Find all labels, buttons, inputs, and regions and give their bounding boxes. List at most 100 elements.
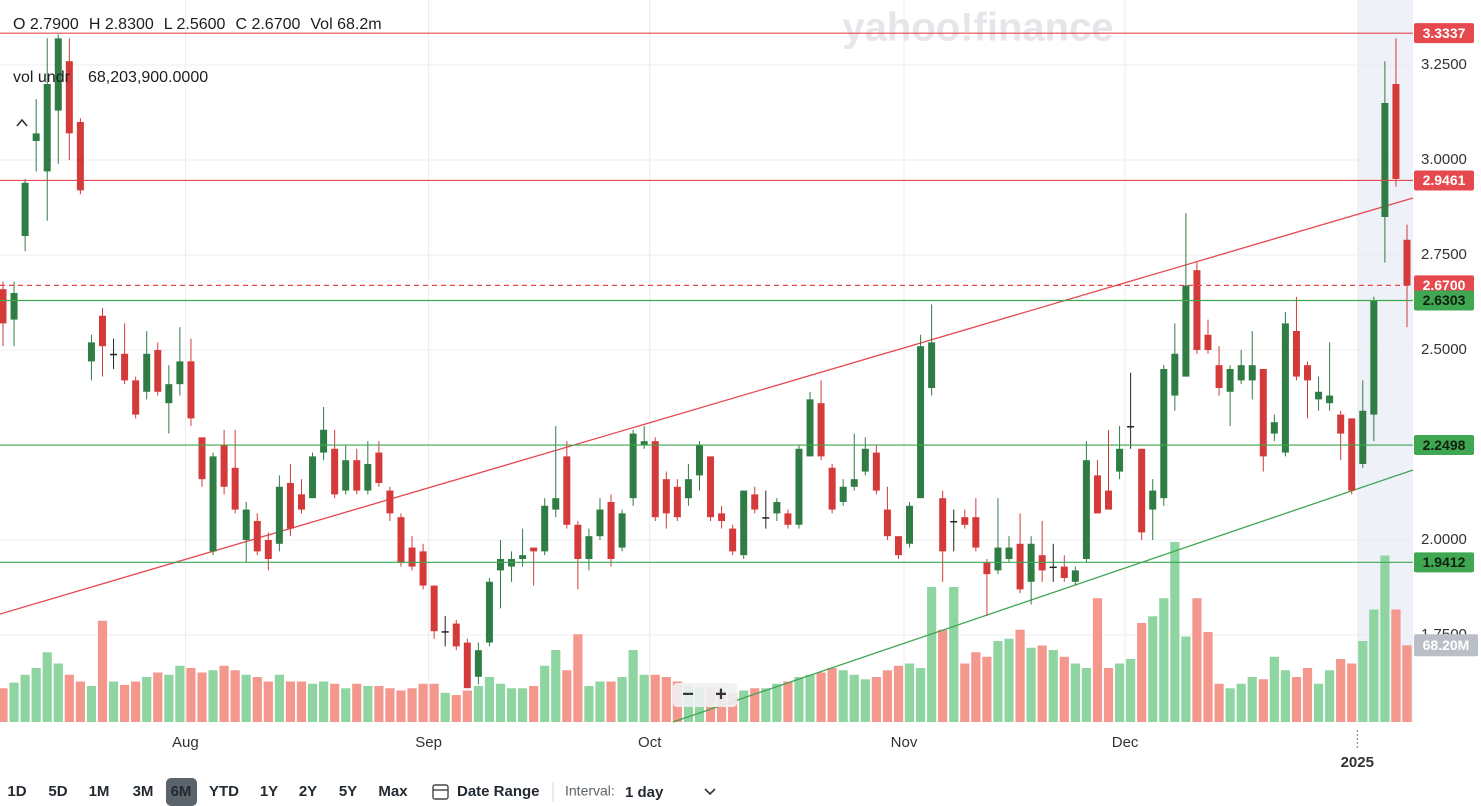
candle xyxy=(817,380,825,461)
candle-body xyxy=(828,467,836,510)
volume-bar xyxy=(1026,647,1036,722)
candle xyxy=(209,452,217,556)
volume-bar xyxy=(341,688,351,722)
candle-body xyxy=(972,517,980,548)
candle xyxy=(1105,429,1113,510)
volume-bar xyxy=(97,620,108,722)
volume-bar xyxy=(219,665,229,722)
candle xyxy=(1082,441,1090,563)
range-button[interactable]: YTD xyxy=(209,783,239,800)
interval-value[interactable]: 1 day xyxy=(625,784,664,801)
level-badge xyxy=(1414,290,1474,311)
candle-body xyxy=(375,452,383,483)
candle xyxy=(87,334,95,381)
candle xyxy=(1171,323,1179,411)
volume-bar xyxy=(484,677,495,722)
candle xyxy=(574,520,582,590)
candle-body xyxy=(872,452,880,491)
collapse-icon[interactable] xyxy=(16,118,28,127)
candle xyxy=(917,334,925,499)
candle xyxy=(585,528,593,571)
volume-badge xyxy=(1414,634,1478,657)
volume-bar xyxy=(1391,609,1401,722)
candle xyxy=(939,490,947,582)
candle-body xyxy=(1182,285,1190,377)
candle-body xyxy=(364,463,372,491)
volume-bar xyxy=(263,681,273,722)
ohlc-field: H 2.8300 xyxy=(89,16,154,33)
range-button[interactable]: 5Y xyxy=(339,783,357,800)
interval-chevron[interactable] xyxy=(704,788,716,796)
candle xyxy=(519,528,527,567)
volume-label: vol undr xyxy=(13,69,71,86)
level-badge xyxy=(1414,552,1474,573)
range-button[interactable]: 1D xyxy=(7,783,26,800)
level-label: 2.6303 xyxy=(1423,292,1466,308)
ohlc-field: C 2.6700 xyxy=(235,16,300,33)
volume-bar xyxy=(1004,638,1014,722)
range-button[interactable]: Max xyxy=(378,783,408,800)
date-range[interactable]: Date Range xyxy=(457,783,540,800)
range-button[interactable]: 2Y xyxy=(299,783,317,800)
volume-bar xyxy=(1214,683,1224,722)
volume-bar xyxy=(451,695,461,722)
candle-body xyxy=(1370,300,1378,415)
candle xyxy=(485,577,493,647)
range-button[interactable]: 3M xyxy=(133,783,154,800)
range-button[interactable]: 1Y xyxy=(260,783,278,800)
volume-bar xyxy=(1269,656,1279,722)
volume-bar xyxy=(1358,641,1368,722)
volume-bar xyxy=(407,688,417,722)
candle xyxy=(1160,365,1168,506)
candle-body xyxy=(784,513,792,525)
candle-body xyxy=(54,38,62,111)
volume-bar xyxy=(661,677,671,722)
candle xyxy=(496,539,504,609)
candle-body xyxy=(718,513,726,521)
candle xyxy=(762,490,770,529)
candle-body xyxy=(530,547,538,552)
range-label: 3M xyxy=(133,783,154,800)
candle xyxy=(983,558,991,616)
volume-bar xyxy=(506,688,517,722)
volume-bar xyxy=(208,670,218,722)
range-label: 1D xyxy=(7,783,26,800)
range-button[interactable]: 1M xyxy=(89,783,110,800)
volume-bar xyxy=(307,683,318,722)
candle xyxy=(176,327,184,396)
volume-bar xyxy=(816,672,826,722)
candle-body xyxy=(0,289,7,324)
candle xyxy=(1292,296,1300,381)
candle-body xyxy=(651,441,659,518)
candle-body xyxy=(342,460,350,491)
range-button[interactable]: 5D xyxy=(48,783,67,800)
x-tick-label: Nov xyxy=(891,734,918,751)
candle-body xyxy=(1171,353,1179,396)
candle-body xyxy=(541,505,549,552)
candle-body xyxy=(165,384,173,404)
candle xyxy=(231,429,239,514)
calendar-frame xyxy=(432,784,449,800)
volume-bar xyxy=(529,686,539,722)
candle-body xyxy=(928,342,936,388)
candle-body xyxy=(275,486,283,544)
volume-bar xyxy=(42,652,52,722)
volume-bar xyxy=(1325,670,1335,722)
zoom-in[interactable]: + xyxy=(715,683,727,705)
candle-body xyxy=(43,83,51,172)
candle-body xyxy=(563,456,571,525)
candle-body xyxy=(1337,414,1345,434)
candle-body xyxy=(10,292,18,320)
candle-body xyxy=(143,353,151,392)
zoom-box xyxy=(673,683,737,707)
watermark: yahoo!finance xyxy=(842,6,1113,50)
level-badge xyxy=(1414,170,1474,191)
zoom-out[interactable]: − xyxy=(682,683,694,705)
candle-body xyxy=(65,61,73,134)
candle-body xyxy=(1049,566,1057,569)
range-button[interactable]: 6M xyxy=(166,778,197,806)
grid-layer xyxy=(0,0,1413,722)
candle-body xyxy=(684,479,692,499)
candle-body xyxy=(430,585,438,632)
